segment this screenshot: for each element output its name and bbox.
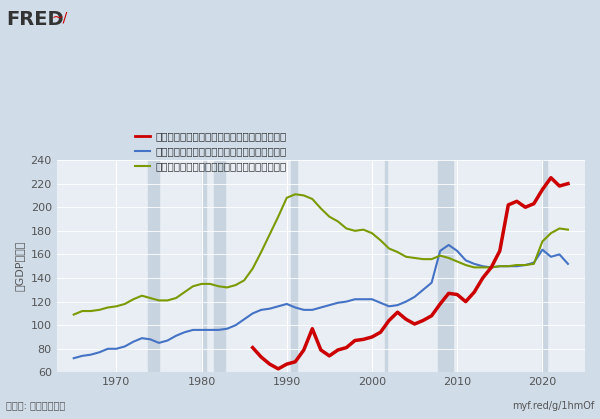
Y-axis label: 占GDP百分比: 占GDP百分比 bbox=[15, 241, 25, 291]
Legend: 中国私营非金融部门信贷总额（针对断点调整）, 美国私营非金融部门信贷总额（针对断点调整）, 日本私营非金融部门信贷总额（针对断点调整）: 中国私营非金融部门信贷总额（针对断点调整）, 美国私营非金融部门信贷总额（针对断… bbox=[131, 127, 291, 176]
Text: 数据源: 国际清算银行: 数据源: 国际清算银行 bbox=[6, 401, 65, 411]
Bar bbox=[542, 160, 547, 372]
Bar bbox=[202, 160, 206, 372]
Text: FRED: FRED bbox=[6, 10, 64, 29]
Bar bbox=[439, 160, 453, 372]
Bar bbox=[291, 160, 297, 372]
Text: myf.red/g/1hmOf: myf.red/g/1hmOf bbox=[512, 401, 594, 411]
Bar bbox=[214, 160, 226, 372]
Text: ~/: ~/ bbox=[51, 10, 67, 24]
Bar bbox=[148, 160, 159, 372]
Bar bbox=[385, 160, 388, 372]
